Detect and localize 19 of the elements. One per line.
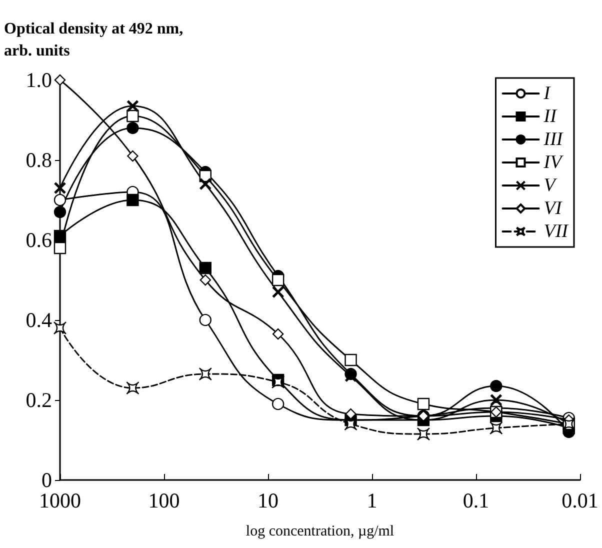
- x-tick-label: 100: [148, 488, 180, 512]
- x-tick-label: 1: [366, 488, 378, 512]
- x-tick-label: 0.1: [462, 488, 490, 512]
- x-tick-label: 10: [258, 488, 278, 512]
- y-tick-label: 0.8: [26, 148, 52, 172]
- y-tick-label: 0.4: [26, 308, 52, 332]
- legend-label: III: [542, 129, 564, 150]
- legend-label: VI: [544, 198, 564, 219]
- legend-label: VII: [544, 221, 570, 242]
- legend-label: IV: [542, 152, 564, 173]
- legend-label: V: [544, 175, 558, 196]
- y-tick-label: 0.2: [26, 388, 52, 412]
- y-tick-label: 0.6: [26, 228, 52, 252]
- x-axis-title: log concentration, µg/ml: [246, 524, 394, 540]
- legend-label: I: [542, 83, 552, 104]
- y-tick-label: 1.0: [26, 68, 52, 92]
- y-axis-title: Optical density at 492 nm, arb. units: [4, 20, 184, 60]
- x-tick-label: 0.01: [562, 488, 598, 512]
- legend-label: II: [542, 106, 558, 127]
